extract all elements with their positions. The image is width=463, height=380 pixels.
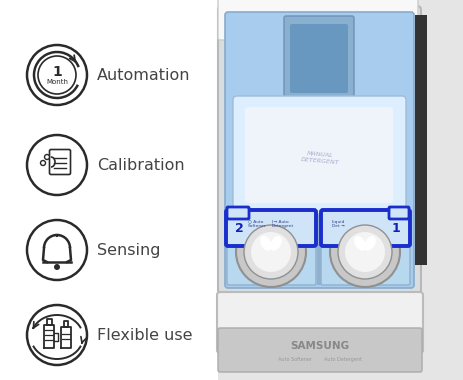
Bar (0, 0, 219, 380)
FancyBboxPatch shape (218, 6, 420, 294)
FancyBboxPatch shape (218, 328, 421, 372)
FancyBboxPatch shape (226, 211, 315, 285)
Text: Automation: Automation (97, 68, 190, 82)
Circle shape (329, 217, 399, 287)
FancyBboxPatch shape (244, 107, 392, 203)
FancyBboxPatch shape (320, 210, 409, 246)
Ellipse shape (260, 236, 271, 251)
FancyBboxPatch shape (388, 207, 408, 219)
Text: 1: 1 (52, 65, 62, 79)
Text: 1: 1 (390, 222, 399, 234)
Ellipse shape (269, 236, 282, 251)
Text: 2: 2 (234, 222, 243, 234)
FancyBboxPatch shape (217, 292, 422, 353)
FancyBboxPatch shape (283, 16, 353, 100)
FancyBboxPatch shape (232, 96, 405, 214)
Circle shape (44, 155, 50, 160)
Bar (414, 15, 426, 265)
Text: |→ Auto
Detergent: |→ Auto Detergent (271, 220, 294, 228)
Circle shape (54, 264, 60, 270)
Circle shape (236, 217, 305, 287)
Circle shape (27, 45, 87, 105)
Circle shape (250, 232, 290, 272)
Circle shape (27, 135, 87, 195)
FancyBboxPatch shape (289, 24, 347, 93)
Bar (218, 0, 463, 380)
FancyBboxPatch shape (226, 207, 249, 219)
Text: Liquid
Det →: Liquid Det → (332, 220, 344, 228)
Circle shape (40, 160, 45, 166)
Text: ○ Auto
Softener: ○ Auto Softener (247, 220, 266, 228)
Ellipse shape (353, 236, 365, 251)
Text: SAMSUNG: SAMSUNG (290, 341, 349, 351)
Text: MANUAL
DETERGENT: MANUAL DETERGENT (300, 151, 339, 165)
Circle shape (27, 305, 87, 365)
FancyBboxPatch shape (225, 210, 315, 246)
Text: Flexible use: Flexible use (97, 328, 192, 342)
Circle shape (27, 220, 87, 280)
Bar (316, 215, 320, 285)
FancyBboxPatch shape (50, 149, 70, 174)
FancyBboxPatch shape (225, 12, 413, 288)
Circle shape (244, 225, 297, 279)
Ellipse shape (363, 236, 375, 251)
FancyBboxPatch shape (320, 211, 409, 285)
Text: Auto Softener        Auto Detergent: Auto Softener Auto Detergent (277, 358, 361, 363)
Text: Month: Month (46, 79, 68, 85)
Circle shape (38, 56, 76, 94)
Circle shape (337, 225, 391, 279)
FancyBboxPatch shape (218, 0, 417, 40)
FancyBboxPatch shape (218, 0, 417, 40)
Text: Sensing: Sensing (97, 242, 160, 258)
Circle shape (344, 232, 384, 272)
Text: Calibration: Calibration (97, 157, 184, 173)
